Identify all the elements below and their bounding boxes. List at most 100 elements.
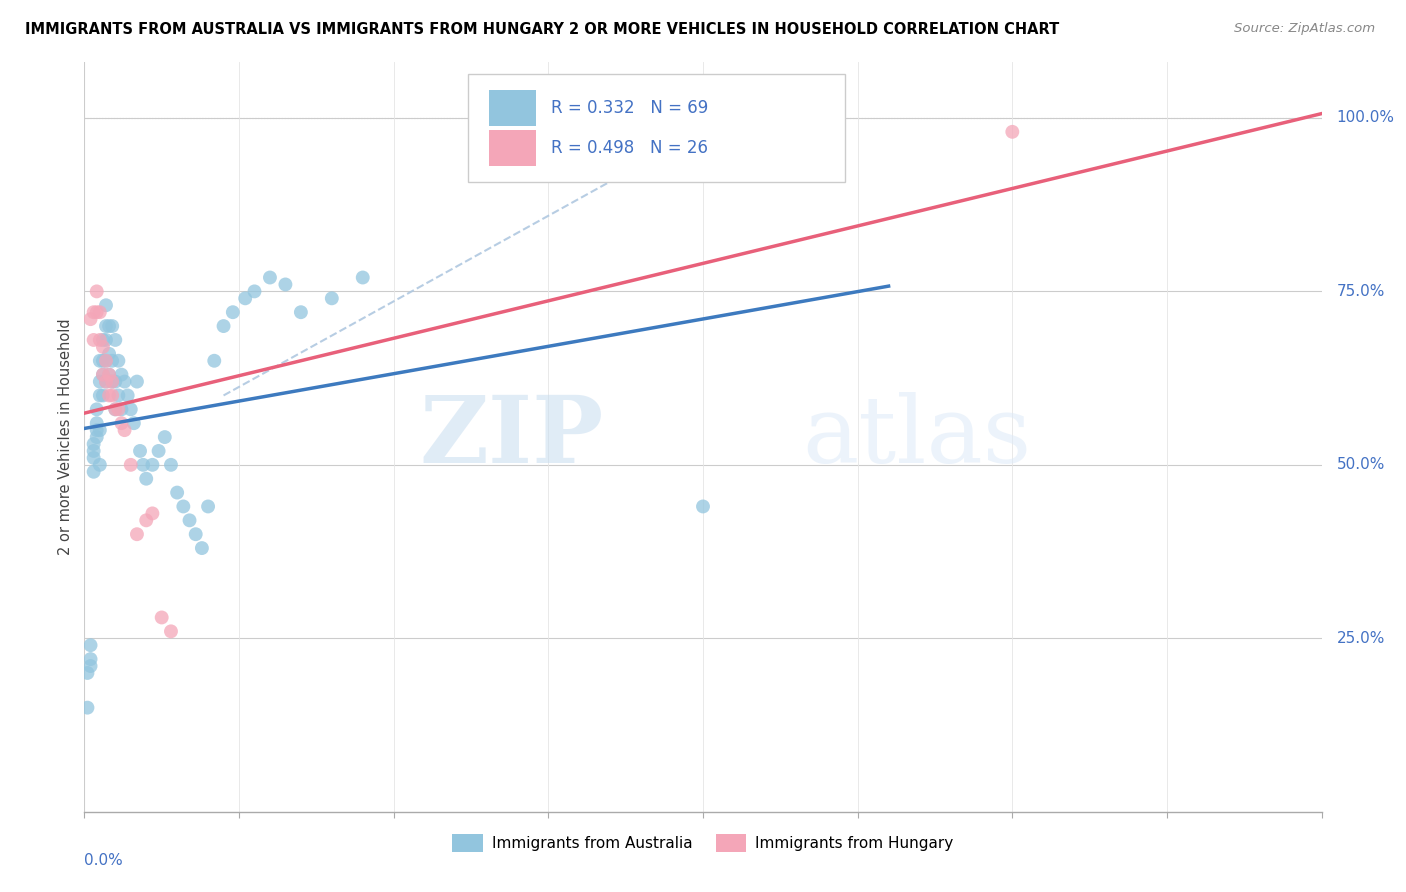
Point bbox=[86, 305, 108, 319]
Text: R = 0.498   N = 26: R = 0.498 N = 26 bbox=[551, 139, 707, 157]
Point bbox=[107, 402, 129, 417]
Point bbox=[101, 353, 124, 368]
Point bbox=[212, 319, 235, 334]
Point bbox=[110, 402, 132, 417]
Point bbox=[120, 402, 142, 417]
Point bbox=[86, 416, 108, 430]
Point bbox=[89, 305, 111, 319]
Point bbox=[141, 507, 163, 521]
Point bbox=[153, 430, 176, 444]
Point bbox=[83, 333, 105, 347]
Point bbox=[101, 388, 124, 402]
Point bbox=[89, 388, 111, 402]
Point bbox=[125, 375, 148, 389]
Text: 50.0%: 50.0% bbox=[1337, 458, 1385, 473]
Point bbox=[321, 291, 343, 305]
Text: ZIP: ZIP bbox=[420, 392, 605, 482]
Point bbox=[110, 368, 132, 382]
Point bbox=[91, 368, 114, 382]
Point bbox=[94, 353, 117, 368]
Point bbox=[122, 416, 145, 430]
Point bbox=[83, 450, 105, 465]
Point bbox=[222, 305, 245, 319]
Point bbox=[150, 610, 173, 624]
Point bbox=[83, 305, 105, 319]
Point bbox=[184, 527, 207, 541]
Point bbox=[91, 368, 114, 382]
Point bbox=[352, 270, 374, 285]
Point bbox=[94, 298, 117, 312]
Point bbox=[101, 375, 124, 389]
Point bbox=[98, 368, 121, 382]
Point bbox=[107, 353, 129, 368]
Point bbox=[98, 368, 121, 382]
Point bbox=[129, 444, 152, 458]
Point bbox=[104, 333, 127, 347]
Point bbox=[89, 423, 111, 437]
Text: Source: ZipAtlas.com: Source: ZipAtlas.com bbox=[1234, 22, 1375, 36]
Point bbox=[290, 305, 312, 319]
Point bbox=[79, 659, 101, 673]
Text: 100.0%: 100.0% bbox=[1337, 111, 1395, 126]
Point bbox=[120, 458, 142, 472]
Point bbox=[94, 375, 117, 389]
Point bbox=[274, 277, 297, 292]
Point bbox=[101, 375, 124, 389]
Point bbox=[83, 444, 105, 458]
Point bbox=[160, 624, 183, 639]
Point bbox=[125, 527, 148, 541]
Point bbox=[172, 500, 194, 514]
FancyBboxPatch shape bbox=[468, 74, 845, 182]
Bar bbox=[489, 90, 536, 126]
Point bbox=[259, 270, 281, 285]
Point bbox=[141, 458, 163, 472]
Point bbox=[107, 388, 129, 402]
Point bbox=[197, 500, 219, 514]
Point bbox=[160, 458, 183, 472]
Point bbox=[233, 291, 256, 305]
Point bbox=[89, 458, 111, 472]
Point bbox=[101, 319, 124, 334]
Point bbox=[692, 500, 714, 514]
Point bbox=[98, 388, 121, 402]
Point bbox=[135, 472, 157, 486]
Point bbox=[117, 388, 139, 402]
Point bbox=[91, 353, 114, 368]
Y-axis label: 2 or more Vehicles in Household: 2 or more Vehicles in Household bbox=[58, 318, 73, 556]
Point bbox=[86, 423, 108, 437]
Point bbox=[86, 402, 108, 417]
Legend: Immigrants from Australia, Immigrants from Hungary: Immigrants from Australia, Immigrants fr… bbox=[446, 828, 960, 858]
Point bbox=[98, 319, 121, 334]
Text: atlas: atlas bbox=[801, 392, 1031, 482]
Point bbox=[94, 319, 117, 334]
Point bbox=[135, 513, 157, 527]
Point bbox=[79, 312, 101, 326]
Text: R = 0.332   N = 69: R = 0.332 N = 69 bbox=[551, 99, 709, 117]
Point bbox=[179, 513, 201, 527]
Point bbox=[243, 285, 266, 299]
Point bbox=[79, 652, 101, 666]
Point bbox=[114, 375, 136, 389]
Point bbox=[91, 333, 114, 347]
Point bbox=[1001, 125, 1024, 139]
Point bbox=[89, 333, 111, 347]
Bar bbox=[489, 130, 536, 166]
Point bbox=[94, 333, 117, 347]
Text: 75.0%: 75.0% bbox=[1337, 284, 1385, 299]
Text: 0.0%: 0.0% bbox=[84, 853, 124, 868]
Point bbox=[89, 353, 111, 368]
Point bbox=[86, 430, 108, 444]
Point bbox=[79, 638, 101, 652]
Point bbox=[148, 444, 170, 458]
Point bbox=[94, 353, 117, 368]
Point bbox=[76, 700, 98, 714]
Point bbox=[104, 402, 127, 417]
Point bbox=[91, 340, 114, 354]
Point bbox=[89, 375, 111, 389]
Point bbox=[104, 402, 127, 417]
Point bbox=[98, 347, 121, 361]
Point bbox=[114, 423, 136, 437]
Point bbox=[83, 437, 105, 451]
Point bbox=[202, 353, 225, 368]
Text: IMMIGRANTS FROM AUSTRALIA VS IMMIGRANTS FROM HUNGARY 2 OR MORE VEHICLES IN HOUSE: IMMIGRANTS FROM AUSTRALIA VS IMMIGRANTS … bbox=[25, 22, 1060, 37]
